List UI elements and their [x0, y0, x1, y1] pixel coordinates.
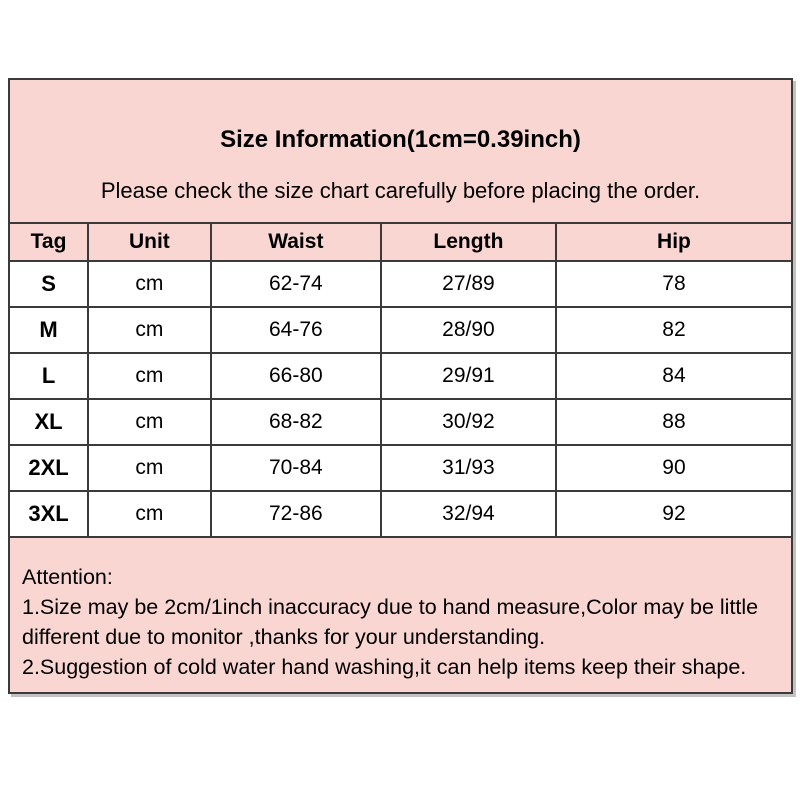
waist-cell: 66-80 — [209, 352, 382, 400]
attention-heading: Attention: — [22, 565, 113, 589]
tag-cell: M — [8, 306, 90, 354]
waist-cell: 72-86 — [209, 490, 382, 537]
attention-section: Attention: 1.Size may be 2cm/1inch inacc… — [10, 536, 791, 692]
column-header-unit: Unit — [87, 223, 212, 262]
unit-cell: cm — [87, 260, 212, 308]
size-table-header-row: Tag Unit Waist Length Hip — [8, 223, 793, 262]
hip-cell: 88 — [554, 398, 793, 446]
tag-cell: S — [8, 260, 90, 308]
size-table: Tag Unit Waist Length Hip S cm 62-74 27/… — [8, 223, 793, 537]
tag-cell: 3XL — [8, 490, 90, 537]
hip-cell: 92 — [554, 490, 793, 537]
hip-cell: 82 — [554, 306, 793, 354]
column-header-waist: Waist — [209, 223, 382, 262]
unit-cell: cm — [87, 306, 212, 354]
length-cell: 28/90 — [379, 306, 557, 354]
waist-cell: 70-84 — [209, 444, 382, 492]
waist-cell: 68-82 — [209, 398, 382, 446]
size-row-2xl: 2XL cm 70-84 31/93 90 — [8, 444, 793, 492]
length-cell: 29/91 — [379, 352, 557, 400]
tag-cell: XL — [8, 398, 90, 446]
size-chart-notice: Please check the size chart carefully be… — [100, 178, 701, 203]
unit-cell: cm — [87, 490, 212, 537]
attention-note-2: 2.Suggestion of cold water hand washing,… — [22, 655, 747, 679]
unit-cell: cm — [87, 398, 212, 446]
hip-cell: 90 — [554, 444, 793, 492]
length-cell: 32/94 — [379, 490, 557, 537]
unit-cell: cm — [87, 352, 212, 400]
tag-cell: L — [8, 352, 90, 400]
page-title: Size Information(1cm=0.39inch) — [220, 126, 581, 153]
attention-note-1: 1.Size may be 2cm/1inch inaccuracy due t… — [22, 595, 759, 649]
size-row-l: L cm 66-80 29/91 84 — [8, 352, 793, 400]
column-header-tag: Tag — [8, 223, 90, 262]
tag-cell: 2XL — [8, 444, 90, 492]
size-row-s: S cm 62-74 27/89 78 — [8, 260, 793, 308]
column-header-length: Length — [379, 223, 557, 262]
size-info-header: Size Information(1cm=0.39inch) Please ch… — [10, 80, 791, 224]
hip-cell: 84 — [554, 352, 793, 400]
length-cell: 30/92 — [379, 398, 557, 446]
unit-cell: cm — [87, 444, 212, 492]
size-info-panel: Size Information(1cm=0.39inch) Please ch… — [8, 78, 793, 694]
hip-cell: 78 — [554, 260, 793, 308]
size-row-m: M cm 64-76 28/90 82 — [8, 306, 793, 354]
waist-cell: 64-76 — [209, 306, 382, 354]
length-cell: 27/89 — [379, 260, 557, 308]
column-header-hip: Hip — [554, 223, 793, 262]
size-row-xl: XL cm 68-82 30/92 88 — [8, 398, 793, 446]
size-row-3xl: 3XL cm 72-86 32/94 92 — [8, 490, 793, 537]
waist-cell: 62-74 — [209, 260, 382, 308]
length-cell: 31/93 — [379, 444, 557, 492]
